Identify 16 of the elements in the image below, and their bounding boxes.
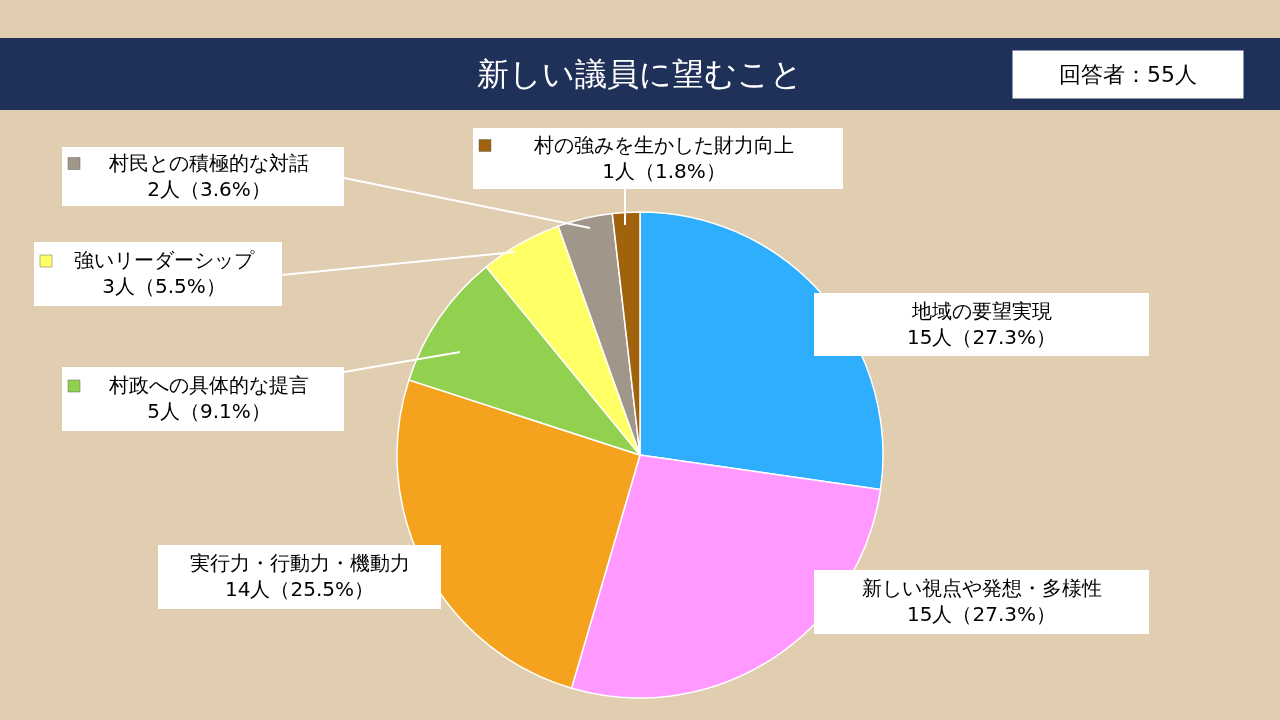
- data-label: 1人（1.8%）: [602, 158, 726, 183]
- legend-label: 強いリーダーシップ: [74, 248, 255, 272]
- data-label: 14人（25.5%）: [225, 577, 374, 601]
- data-label: 3人（5.5%）: [102, 274, 226, 298]
- slice-label: 実行力・行動力・機動力: [189, 551, 410, 575]
- legend-label: 村民との積極的な対話: [108, 150, 309, 175]
- data-label: 15人（27.3%）: [907, 324, 1056, 349]
- legend-label: 村の強みを生かした財力向上: [533, 132, 794, 157]
- text: 回答者：55人: [1059, 62, 1197, 87]
- slice-label: 新しい視点や発想・多様性: [861, 576, 1102, 600]
- chart-title: 新しい議員に望むこと: [477, 55, 803, 93]
- data-label: 5人（9.1%）: [147, 399, 271, 423]
- legend-label: 村政への具体的な提言: [108, 373, 309, 397]
- data-label: 2人（3.6%）: [147, 176, 271, 201]
- slice-label: 地域の要望実現: [910, 298, 1052, 323]
- data-label: 15人（27.3%）: [907, 602, 1056, 626]
